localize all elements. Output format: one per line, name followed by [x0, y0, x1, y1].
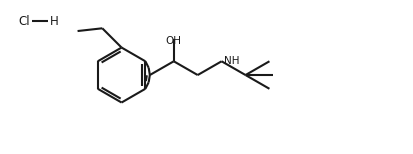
Text: OH: OH: [166, 36, 182, 46]
Text: H: H: [50, 14, 59, 28]
Text: Cl: Cl: [19, 14, 30, 28]
Text: NH: NH: [223, 56, 239, 66]
